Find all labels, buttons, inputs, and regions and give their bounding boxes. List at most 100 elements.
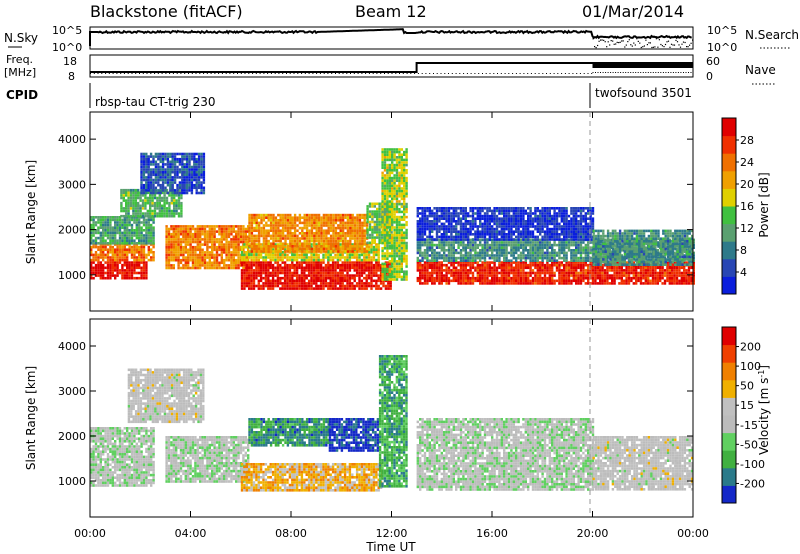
heatmap-cell [391,171,394,175]
heatmap-cell [381,205,384,208]
heatmap-cell [310,224,314,227]
heatmap-cell [157,191,160,195]
heatmap-cell [128,242,131,245]
heatmap-cell [510,269,513,272]
heatmap-cell [164,176,167,179]
heatmap-cell [166,181,170,184]
heatmap-cell [341,229,345,232]
heatmap-cell [355,284,359,288]
heatmap-cell [471,261,475,264]
heatmap-cell [269,287,272,290]
heatmap-cell [170,214,173,218]
heatmap-cell [271,284,275,288]
nsearch-dot [648,42,650,44]
heatmap-cell [196,258,199,262]
heatmap-cell [173,204,176,208]
heatmap-cell [395,218,399,221]
heatmap-cell [315,263,318,267]
heatmap-cell [138,226,141,229]
heatmap-cell [144,199,147,202]
heatmap-cell [327,261,330,264]
heatmap-cell [370,276,373,280]
heatmap-cell [305,245,309,248]
heatmap-cell [398,244,401,247]
nave-dot [647,72,649,73]
heatmap-cell [283,271,287,275]
heatmap-cell [237,248,240,252]
heatmap-cell [546,279,549,283]
heatmap-cell [128,248,131,251]
heatmap-cell [351,232,354,235]
heatmap-cell [365,279,368,283]
heatmap-cell [200,186,203,190]
heatmap-cell [220,243,223,246]
heatmap-cell [177,232,180,236]
heatmap-cell [363,282,366,285]
heatmap-cell [536,263,539,267]
heatmap-cell [403,270,406,273]
heatmap-cell [199,227,202,231]
heatmap-cell [128,276,131,280]
heatmap-cell [343,279,347,283]
heatmap-cell [388,213,391,216]
heatmap-cell [203,227,207,231]
heatmap-cell [99,226,102,229]
heatmap-cell [187,264,190,267]
heatmap-cell [366,218,369,221]
heatmap-cell [380,233,384,237]
heatmap-cell [156,196,159,200]
heatmap-cell [253,245,256,248]
heatmap-cell [324,274,328,277]
heatmap-cell [279,237,282,240]
heatmap-cell [391,197,394,201]
heatmap-cell [269,266,272,270]
heatmap-cell [149,170,153,174]
heatmap-cell [391,150,394,154]
heatmap-cell [165,207,169,210]
heatmap-cell [339,279,342,283]
heatmap-cell [300,269,304,272]
heatmap-cell [431,261,434,264]
heatmap-cell [438,274,441,277]
heatmap-cell [375,251,378,254]
heatmap-cell [405,189,408,193]
heatmap-cell [102,253,105,257]
heatmap-cell [398,226,401,229]
heatmap-cell [572,263,575,267]
heatmap-cell [599,282,602,285]
heatmap-cell [582,279,585,283]
heatmap-cell [202,170,206,174]
heatmap-cell [365,274,368,277]
heatmap-cell [146,196,149,200]
heatmap-cell [400,262,403,266]
heatmap-cell [440,274,443,277]
heatmap-cell [391,215,394,219]
heatmap-cell [320,219,323,222]
heatmap-cell [383,267,387,271]
heatmap-cell [147,251,150,254]
heatmap-cell [134,209,137,213]
heatmap-cell [560,279,563,283]
heatmap-cell [173,201,176,205]
heatmap-cell [267,284,270,288]
heatmap-cell [177,199,181,202]
heatmap-cell [353,261,356,264]
heatmap-cell [142,189,146,192]
heatmap-cell [398,187,401,190]
heatmap-cell [383,236,387,240]
heatmap-cell [114,253,117,257]
heatmap-cell [175,194,178,197]
heatmap-cell [339,234,342,238]
heatmap-cell [378,202,381,206]
heatmap-cell [94,258,98,262]
heatmap-cell [252,287,256,290]
heatmap-cell [421,274,424,277]
heatmap-cell [218,264,221,267]
heatmap-cell [166,160,170,164]
heatmap-cell [132,209,135,213]
heatmap-cell [132,194,135,197]
heatmap-cell [375,266,378,270]
heatmap-cell [317,234,321,238]
heatmap-cell [92,226,95,229]
heatmap-cell [594,266,597,270]
